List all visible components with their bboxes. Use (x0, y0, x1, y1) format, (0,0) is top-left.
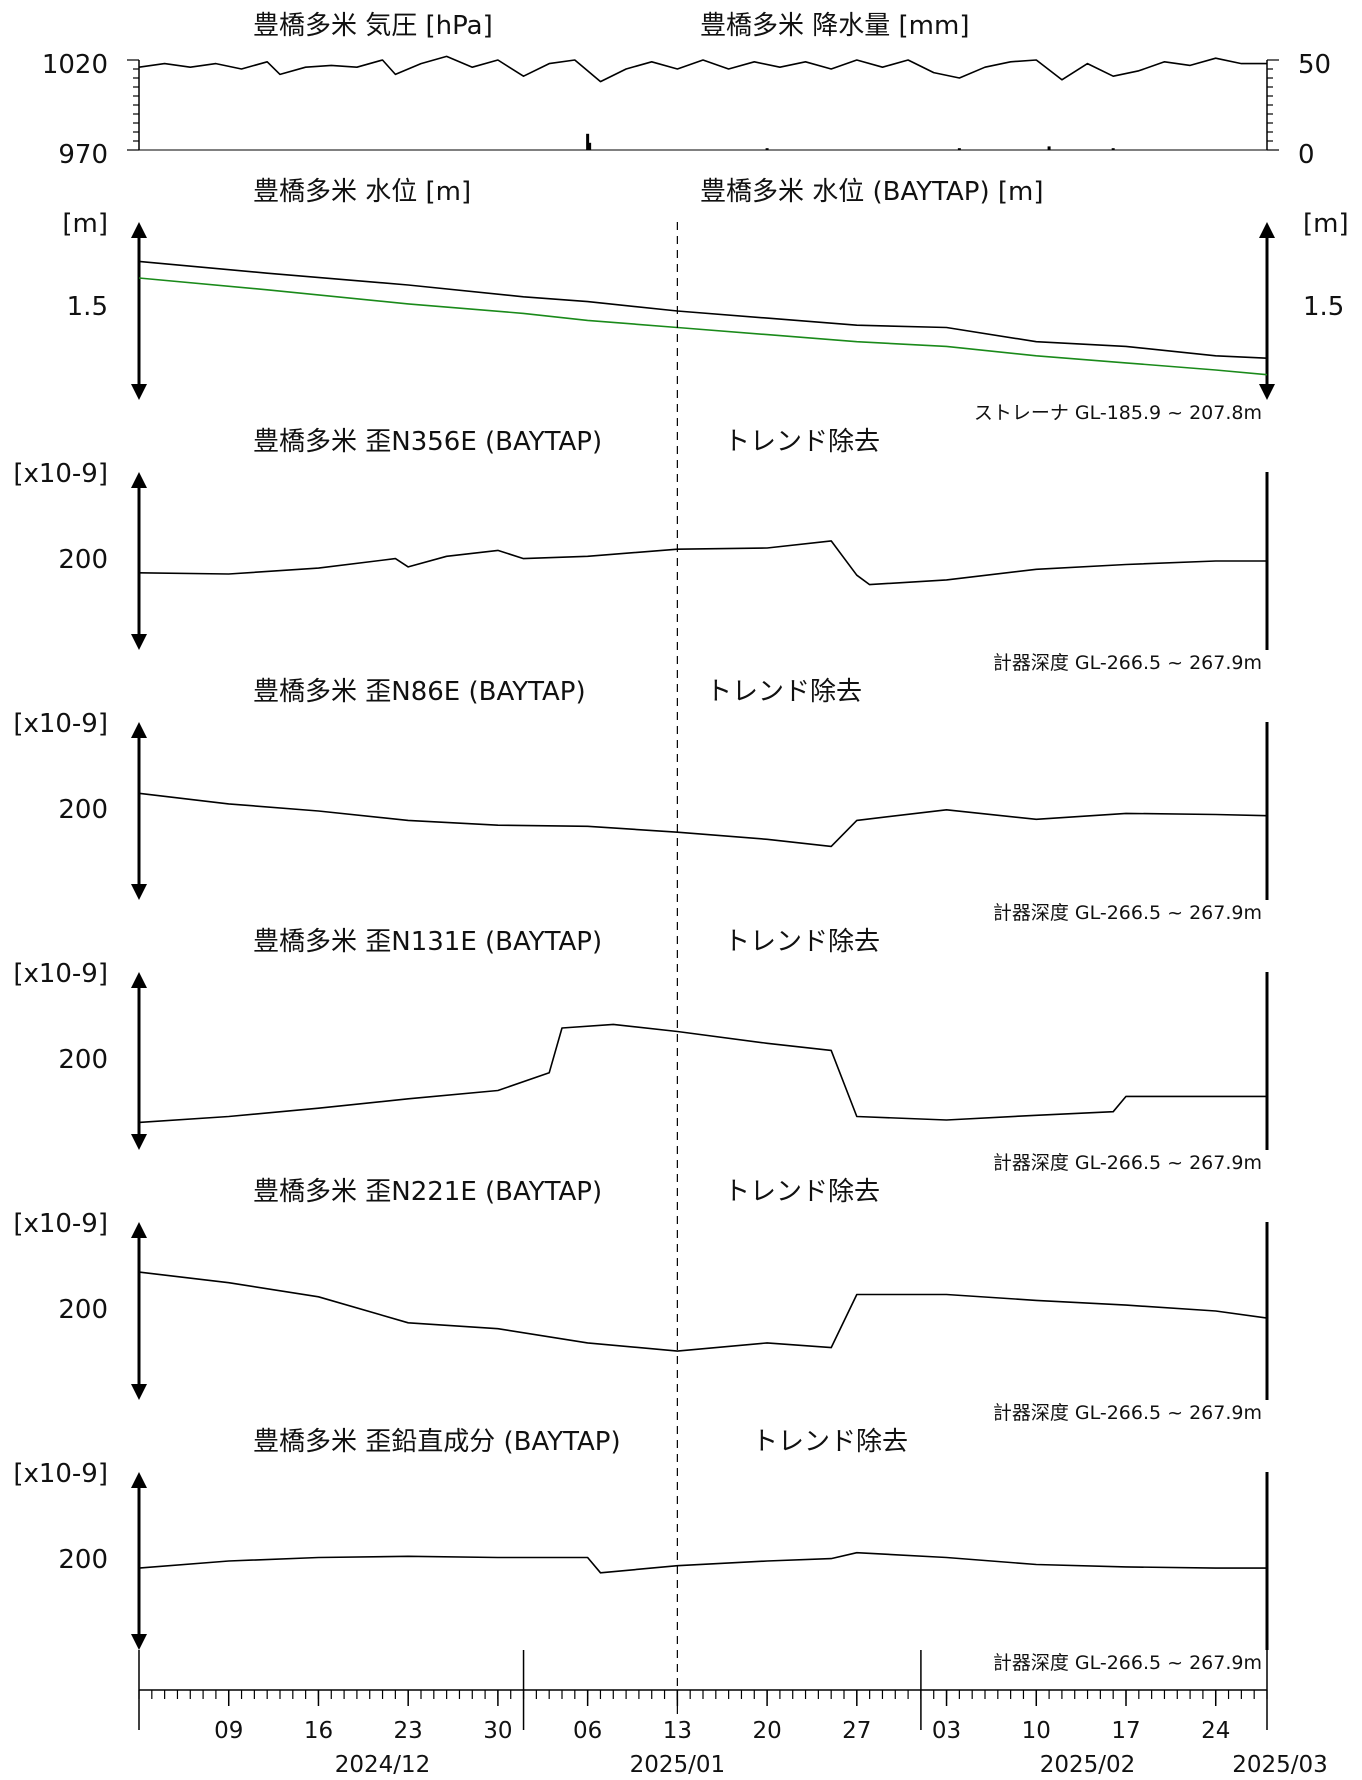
panel-title-strain-n221e: 豊橋多米 歪N221E (BAYTAP) (253, 1177, 602, 1207)
tick-label-left: 200 (58, 1545, 108, 1575)
time-axis-month-label: 2025/02 (1040, 1752, 1136, 1778)
time-axis-day-label: 06 (573, 1718, 602, 1744)
pressure-tick-label-top: 1020 (42, 50, 108, 80)
unit-label-left: [x10-9] (13, 1459, 108, 1489)
time-axis-month-label: 2025/03 (1232, 1752, 1328, 1778)
series-line-strain-n86e-0 (138, 792, 1268, 848)
sensor-depth-note: ストレーナ GL-185.9 ~ 207.8m (974, 402, 1262, 424)
pressure-tick-label-bottom: 970 (58, 140, 108, 170)
panel-axis-left-strain-n356e-head-down (131, 634, 147, 650)
time-axis-day-label: 10 (1022, 1718, 1051, 1744)
panel-subtitle-water-level: 豊橋多米 水位 (BAYTAP) [m] (700, 177, 1044, 207)
time-axis-day-label: 30 (483, 1718, 512, 1744)
panel-subtitle-strain-n131e: トレンド除去 (724, 927, 880, 957)
panel-axis-left-water-level-head-down (131, 384, 147, 400)
panel-axis-left-strain-n86e-head-up (131, 722, 147, 738)
time-axis-day-label: 27 (842, 1718, 871, 1744)
panel-subtitle-strain-vertical: トレンド除去 (752, 1427, 908, 1457)
time-axis-day-label: 20 (752, 1718, 781, 1744)
time-axis-day-label: 13 (663, 1718, 692, 1744)
panel-title-water-level: 豊橋多米 水位 [m] (253, 177, 471, 207)
sensor-depth-note: 計器深度 GL-266.5 ~ 267.9m (993, 652, 1262, 674)
tick-label-left: 200 (58, 795, 108, 825)
tick-label-left: 1.5 (67, 292, 108, 322)
panel-axis-left-strain-n221e-head-up (131, 1222, 147, 1238)
panel-title-strain-n86e: 豊橋多米 歪N86E (BAYTAP) (253, 677, 586, 707)
series-line-pressure-rain-0 (138, 55, 1267, 83)
panel-title-pressure-rain: 豊橋多米 気圧 [hPa] (253, 11, 493, 41)
panel-axis-left-strain-n356e-head-up (131, 472, 147, 488)
sensor-depth-note: 計器深度 GL-266.5 ~ 267.9m (993, 902, 1262, 924)
tick-label-left: 200 (58, 1045, 108, 1075)
time-axis-month-label: 2024/12 (335, 1752, 431, 1778)
unit-label-left: [x10-9] (13, 709, 108, 739)
rain-tick-label-top: 50 (1298, 50, 1331, 80)
series-line-strain-n221e-0 (138, 1271, 1268, 1352)
panel-axis-left-water-level-head-up (131, 222, 147, 238)
unit-label-right: [m] (1303, 209, 1349, 239)
sensor-depth-note: 計器深度 GL-266.5 ~ 267.9m (993, 1402, 1262, 1424)
panel-subtitle-pressure-rain: 豊橋多米 降水量 [mm] (700, 11, 969, 41)
panel-axis-right-water-level-head-up (1259, 222, 1275, 238)
series-line-water-level-0 (138, 260, 1268, 359)
series-line-water-level-1 (138, 277, 1268, 376)
sensor-depth-note: 計器深度 GL-266.5 ~ 267.9m (993, 1152, 1262, 1174)
unit-label-left: [m] (62, 209, 108, 239)
rain-bar (588, 142, 592, 150)
rain-bar (957, 148, 961, 150)
rain-bar (1047, 146, 1051, 150)
rain-tick-label-bottom: 0 (1298, 140, 1315, 170)
panel-axis-left-strain-vertical-head-up (131, 1472, 147, 1488)
panel-axis-left-strain-n131e-head-up (131, 972, 147, 988)
series-line-strain-n131e-0 (138, 1023, 1267, 1124)
sensor-depth-note: 計器深度 GL-266.5 ~ 267.9m (993, 1652, 1262, 1674)
time-axis-day-label: 03 (932, 1718, 961, 1744)
panel-axis-left-strain-n86e-head-down (131, 884, 147, 900)
panel-axis-right-water-level-head-down (1259, 384, 1275, 400)
rain-bar (586, 133, 590, 150)
panel-subtitle-strain-n86e: トレンド除去 (706, 677, 862, 707)
time-axis-day-label: 23 (394, 1718, 423, 1744)
panel-title-strain-n131e: 豊橋多米 歪N131E (BAYTAP) (253, 927, 602, 957)
panel-axis-left-strain-n221e-head-down (131, 1384, 147, 1400)
panel-axis-left-strain-n131e-head-down (131, 1134, 147, 1150)
rain-bar (1111, 148, 1115, 150)
series-line-strain-vertical-0 (138, 1551, 1267, 1574)
panel-subtitle-strain-n221e: トレンド除去 (724, 1177, 880, 1207)
tick-label-right: 1.5 (1303, 292, 1344, 322)
tick-label-left: 200 (58, 545, 108, 575)
time-axis-day-label: 09 (214, 1718, 243, 1744)
unit-label-left: [x10-9] (13, 959, 108, 989)
panel-title-strain-n356e: 豊橋多米 歪N356E (BAYTAP) (253, 427, 602, 457)
panel-axis-left-strain-vertical-head-down (131, 1634, 147, 1650)
unit-label-left: [x10-9] (13, 1209, 108, 1239)
panel-title-strain-vertical: 豊橋多米 歪鉛直成分 (BAYTAP) (253, 1427, 621, 1457)
time-axis-month-label: 2025/01 (630, 1752, 726, 1778)
time-axis-day-label: 16 (304, 1718, 333, 1744)
tick-label-left: 200 (58, 1295, 108, 1325)
rain-bar (765, 148, 769, 150)
panel-subtitle-strain-n356e: トレンド除去 (724, 427, 880, 457)
time-axis-day-label: 17 (1111, 1718, 1140, 1744)
time-axis-day-label: 24 (1201, 1718, 1230, 1744)
unit-label-left: [x10-9] (13, 459, 108, 489)
